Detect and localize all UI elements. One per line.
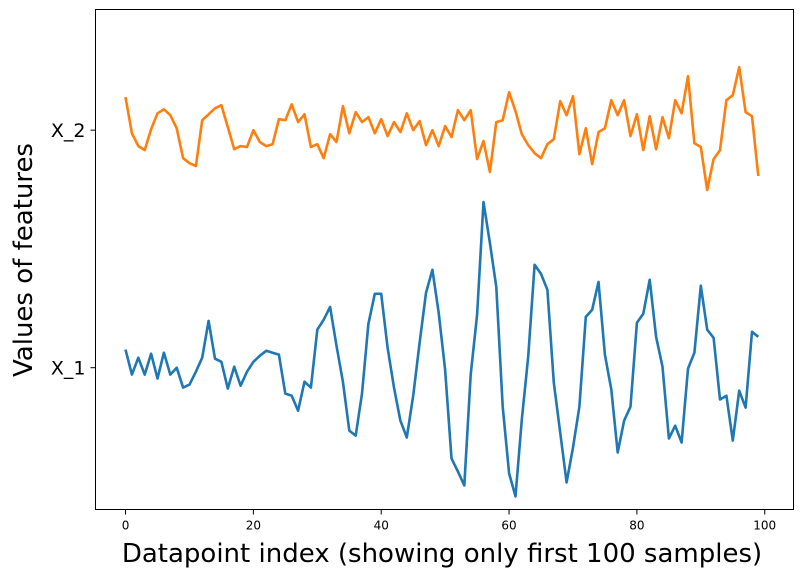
plot-frame [95, 9, 794, 510]
x-tick-label: 0 [122, 519, 130, 533]
y-axis-ticks: X_1 X_2 [51, 120, 96, 380]
y-tick-label: X_2 [51, 120, 86, 142]
series-line-x-2 [124, 65, 760, 192]
x-tick-label: 20 [246, 519, 261, 533]
x-axis-ticks: 0 20 40 60 80 100 [122, 509, 776, 533]
x-tick-label: 40 [374, 519, 389, 533]
series-layer [124, 65, 760, 498]
y-axis-label: Values of features [9, 143, 39, 377]
x-tick-label: 100 [753, 519, 776, 533]
y-tick-label: X_1 [51, 358, 86, 380]
x-axis-label: Datapoint index (showing only first 100 … [122, 539, 762, 569]
x-tick-label: 80 [629, 519, 644, 533]
series-line-x-1 [124, 200, 760, 498]
x-tick-label: 60 [501, 519, 516, 533]
